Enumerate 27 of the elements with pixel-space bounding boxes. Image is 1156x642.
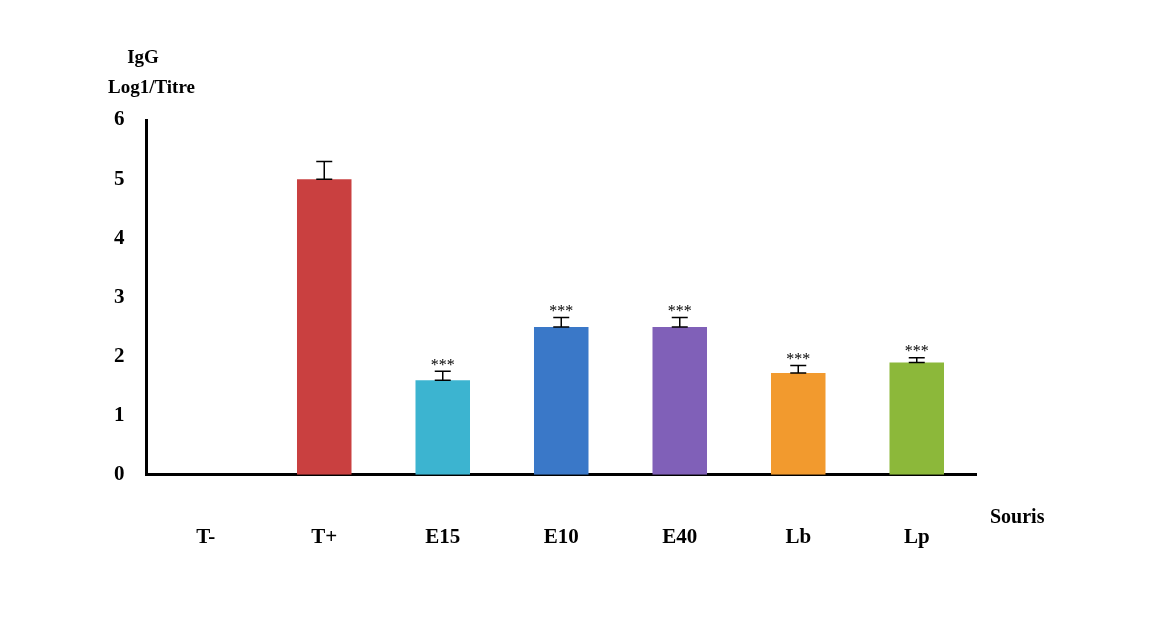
x-tick-label: T- <box>196 523 216 548</box>
x-tick-label: E10 <box>543 523 579 548</box>
bar <box>415 380 471 475</box>
annotation: *** <box>667 301 692 319</box>
annotation: *** <box>549 301 574 319</box>
annotation: *** <box>430 355 455 373</box>
y-tick-label: 2 <box>114 342 125 367</box>
y-tick-label: 6 <box>114 106 125 131</box>
y-tick-label: 1 <box>114 402 125 427</box>
x-tick-label: T+ <box>311 523 338 548</box>
y-tick-label: 3 <box>114 283 125 308</box>
bar <box>297 179 352 475</box>
bar <box>534 326 589 475</box>
x-tick-label: Lb <box>785 523 812 548</box>
y-axis-title: IgG Log1/Titre <box>108 45 195 99</box>
y-tick-label: 4 <box>114 224 125 249</box>
x-tick-label: E15 <box>425 523 461 548</box>
bar <box>771 373 826 475</box>
annotation: *** <box>904 341 929 359</box>
x-axis-title: Souris <box>990 505 1045 528</box>
x-tick-label: Lp <box>903 523 930 548</box>
bar <box>652 326 708 475</box>
annotation: *** <box>786 349 811 367</box>
x-tick-label: E40 <box>662 523 698 548</box>
bar <box>889 362 945 475</box>
y-tick-label: 5 <box>114 165 125 190</box>
y-tick-label: 0 <box>114 461 125 486</box>
